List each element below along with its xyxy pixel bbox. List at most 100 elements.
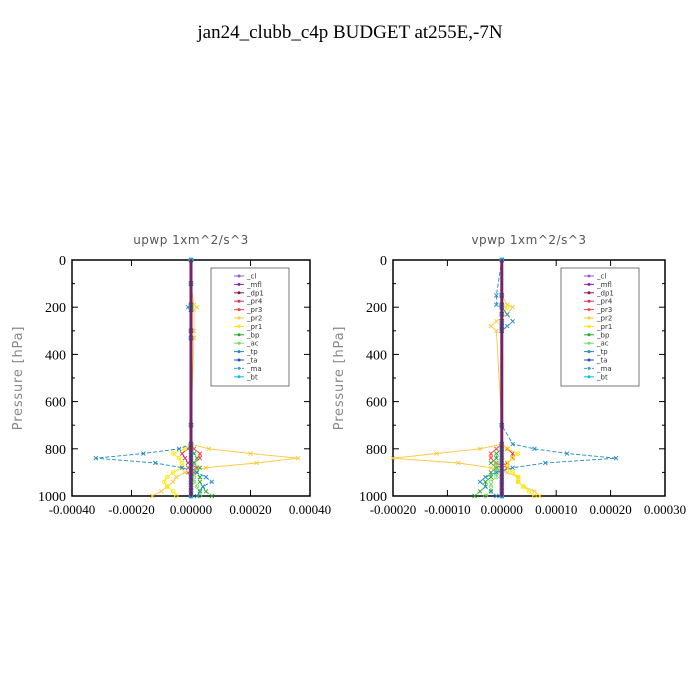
data-point	[182, 455, 188, 461]
data-point	[494, 302, 499, 308]
data-point	[494, 319, 499, 324]
data-point	[483, 479, 488, 485]
data-point	[504, 311, 510, 317]
data-point	[194, 455, 200, 461]
y-axis-label: Pressure [hPa]	[11, 326, 26, 430]
legend-item: _bp	[584, 331, 610, 339]
panel-title: vpwp 1xm^2/s^3	[471, 233, 586, 247]
data-point	[515, 451, 521, 456]
data-point	[197, 474, 203, 480]
y-tick-label: 400	[45, 348, 66, 363]
data-point	[170, 479, 176, 485]
legend-label: _ac	[246, 340, 259, 348]
data-point	[494, 493, 499, 499]
x-tick-label: -0.00010	[424, 502, 471, 517]
data-point	[494, 451, 499, 456]
series-pr2	[390, 257, 543, 499]
data-point	[510, 455, 515, 461]
legend-label: _cl	[246, 273, 256, 281]
legend-item: _pr4	[234, 298, 263, 306]
data-point	[494, 328, 499, 334]
legend-marker	[587, 324, 591, 328]
legend-marker	[237, 282, 241, 286]
data-point	[209, 479, 215, 485]
data-point	[488, 455, 494, 461]
data-point	[158, 488, 164, 494]
legend-label: _cl	[596, 273, 606, 281]
data-point	[515, 479, 521, 485]
data-point	[532, 488, 537, 494]
y-tick-label: 800	[366, 443, 387, 458]
legend-item: _ac	[584, 340, 609, 348]
data-point	[200, 484, 206, 489]
data-point	[164, 484, 170, 489]
data-point	[504, 304, 510, 310]
legend-label: _dp1	[596, 289, 614, 297]
x-tick-label: -0.00040	[49, 502, 96, 517]
data-point	[434, 451, 439, 456]
data-point	[532, 493, 537, 499]
panel-title: upwp 1xm^2/s^3	[133, 233, 249, 247]
data-point	[248, 451, 253, 456]
data-point	[161, 479, 167, 485]
data-point	[494, 455, 499, 461]
legend-marker	[237, 358, 241, 362]
data-point	[494, 465, 499, 470]
data-point	[504, 465, 510, 470]
data-point	[179, 460, 185, 466]
legend-item: _pr2	[584, 315, 612, 323]
legend-label: _bt	[596, 373, 608, 381]
legend-item: _mfl	[234, 281, 262, 289]
data-point	[488, 489, 494, 494]
legend-item: _pr4	[584, 298, 613, 306]
data-point	[543, 460, 548, 466]
legend-label: _ma	[596, 365, 612, 373]
data-point	[488, 323, 494, 329]
data-point	[488, 479, 494, 485]
data-point	[510, 465, 515, 470]
legend-item: _dp1	[584, 289, 614, 297]
data-point	[494, 460, 499, 466]
legend-box	[210, 267, 290, 387]
legend-label: _pr3	[596, 306, 612, 314]
legend-marker	[587, 291, 591, 295]
series-line	[95, 260, 213, 497]
legend-marker	[587, 308, 591, 312]
legend-item: _tp	[234, 348, 258, 356]
data-point	[93, 455, 99, 461]
data-point	[504, 460, 510, 466]
data-point	[150, 493, 155, 499]
data-point	[494, 470, 499, 475]
legend-item: _cl	[584, 273, 606, 281]
y-axis-label: Pressure [hPa]	[332, 326, 347, 430]
legend-item: _mfl	[584, 281, 612, 289]
x-tick-label: 0.00020	[589, 502, 631, 517]
legend-marker	[587, 274, 591, 278]
x-tick-label: 0.00000	[481, 502, 523, 517]
data-point	[483, 493, 488, 499]
legend-label: _dp1	[246, 289, 264, 297]
data-point	[483, 474, 488, 480]
data-point	[526, 489, 532, 494]
data-point	[494, 474, 499, 480]
y-tick-label: 600	[366, 396, 387, 411]
data-point	[488, 488, 494, 494]
data-point	[170, 451, 176, 456]
data-point	[194, 465, 200, 470]
legend-item: _bt	[234, 373, 258, 381]
series-line	[190, 260, 213, 497]
legend-label: _bp	[246, 331, 260, 339]
data-point	[510, 441, 515, 447]
x-tick-label: 0.00010	[535, 502, 577, 517]
data-point	[515, 474, 521, 480]
data-point	[488, 451, 494, 456]
data-point	[564, 451, 570, 456]
data-point	[194, 470, 200, 475]
legend-label: _tp	[596, 348, 608, 356]
legend-label: _pr4	[596, 298, 613, 306]
data-point	[173, 474, 179, 480]
data-point	[488, 465, 494, 470]
legend-label: _pr1	[596, 323, 612, 331]
legend-label: _bp	[596, 331, 610, 339]
legend-marker	[587, 350, 591, 354]
